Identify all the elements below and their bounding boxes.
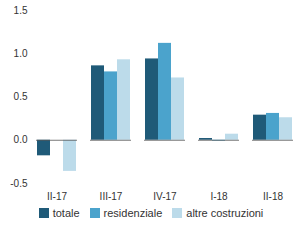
html-text:residenziale: residenziale	[103, 207, 163, 219]
svg-text:0.0: 0.0	[14, 134, 28, 145]
svg-text:III-17: III-17	[100, 191, 123, 202]
svg-text:0.5: 0.5	[14, 91, 28, 102]
svg-text:I-18: I-18	[210, 191, 228, 202]
svg-text:IV-17: IV-17	[153, 191, 177, 202]
svg-text:II-18: II-18	[263, 191, 283, 202]
html-text:altre costruzioni: altre costruzioni	[186, 207, 264, 219]
svg-text:-0.5: -0.5	[10, 178, 28, 189]
svg-text:II-17: II-17	[47, 191, 67, 202]
html-text:totale: totale	[52, 207, 80, 219]
svg-text:1.5: 1.5	[14, 5, 28, 16]
svg-text:1.0: 1.0	[14, 48, 28, 59]
